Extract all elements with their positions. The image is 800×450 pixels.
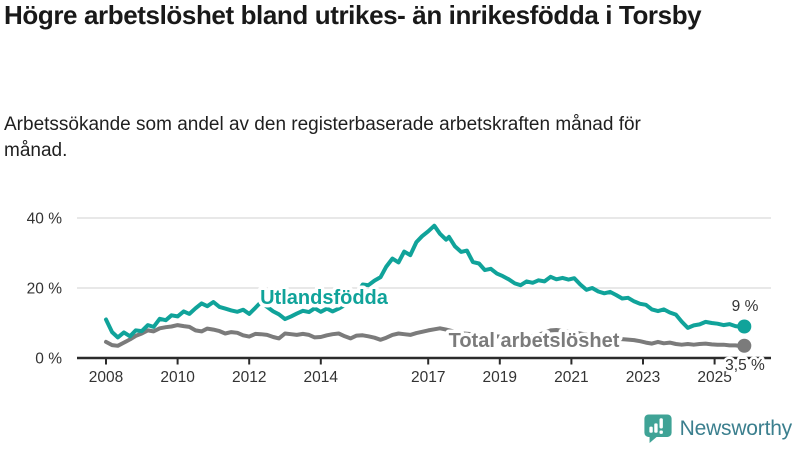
series-end-value-label: 9 % bbox=[732, 298, 759, 315]
x-tick-label: 2019 bbox=[483, 369, 517, 386]
x-tick-label: 2008 bbox=[89, 369, 123, 386]
series-label: Total arbetslöshet bbox=[449, 330, 620, 352]
x-tick-label: 2014 bbox=[304, 369, 339, 386]
series-end-dot bbox=[737, 338, 752, 353]
series-end-value-label: 3,5 % bbox=[725, 357, 765, 374]
series-line-total-arbetsl-shet bbox=[104, 323, 747, 349]
exclamation-dot bbox=[659, 430, 663, 434]
bar-medium bbox=[653, 423, 658, 433]
bar-small bbox=[649, 426, 653, 433]
x-tick-label: 2017 bbox=[411, 369, 445, 386]
newsworthy-chart-bubble-icon bbox=[644, 414, 672, 444]
x-tick-label: 2025 bbox=[697, 369, 731, 386]
bubble-shape bbox=[644, 414, 672, 444]
exclamation-stem bbox=[659, 418, 663, 429]
series-line-utlandsf-dda bbox=[104, 223, 747, 340]
x-tick-label: 2023 bbox=[626, 369, 660, 386]
series-label: Utlandsfödda bbox=[260, 287, 389, 309]
page-title: Högre arbetslöshet bland utrikes- än inr… bbox=[4, 0, 702, 30]
page-subtitle: Arbetssökande som andel av den registerb… bbox=[4, 114, 641, 161]
x-tick-label: 2021 bbox=[554, 369, 588, 386]
series-end-dot bbox=[737, 319, 752, 334]
x-tick-label: 2010 bbox=[160, 369, 195, 386]
x-tick-label: 2012 bbox=[232, 369, 266, 386]
y-tick-label: 40 % bbox=[27, 211, 63, 228]
newsworthy-wordmark: Newsworthy bbox=[679, 416, 793, 440]
y-tick-label: 0 % bbox=[35, 351, 62, 368]
y-tick-label: 20 % bbox=[27, 281, 63, 298]
newsworthy-logo: Newsworthy bbox=[643, 413, 792, 444]
